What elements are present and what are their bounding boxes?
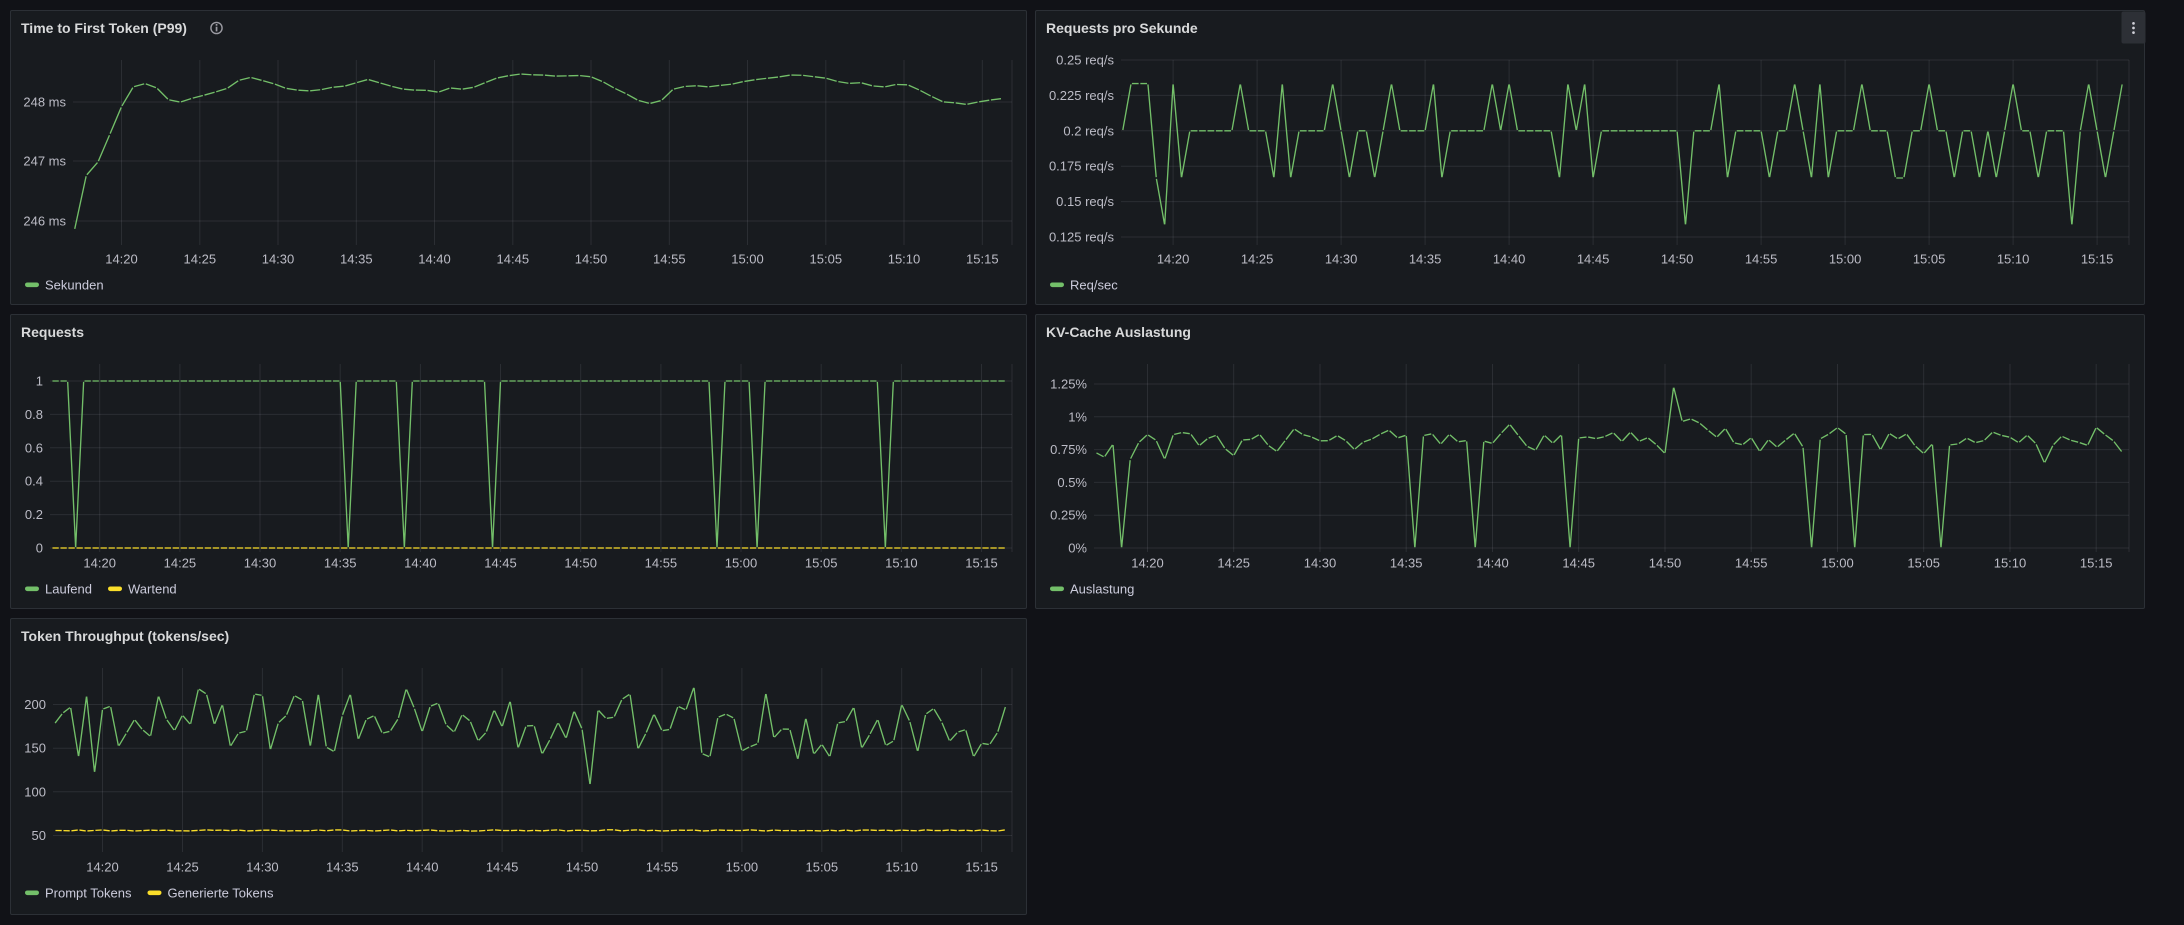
- svg-text:14:25: 14:25: [184, 252, 217, 267]
- svg-text:14:25: 14:25: [164, 556, 197, 571]
- svg-text:0.25%: 0.25%: [1050, 508, 1087, 523]
- svg-text:14:30: 14:30: [246, 860, 279, 875]
- svg-text:Token Throughput (tokens/sec): Token Throughput (tokens/sec): [21, 628, 229, 644]
- svg-text:14:30: 14:30: [244, 556, 277, 571]
- svg-text:246 ms: 246 ms: [23, 214, 66, 229]
- svg-text:247 ms: 247 ms: [23, 154, 66, 169]
- svg-text:0.175 req/s: 0.175 req/s: [1049, 159, 1115, 174]
- svg-text:14:35: 14:35: [326, 860, 359, 875]
- svg-text:0.4: 0.4: [25, 474, 43, 489]
- svg-text:15:15: 15:15: [965, 556, 998, 571]
- svg-text:14:30: 14:30: [1304, 556, 1337, 571]
- svg-text:14:20: 14:20: [105, 252, 138, 267]
- svg-text:15:00: 15:00: [731, 252, 764, 267]
- svg-text:Req/sec: Req/sec: [1070, 277, 1118, 292]
- svg-text:14:40: 14:40: [406, 860, 439, 875]
- svg-text:15:05: 15:05: [1913, 252, 1946, 267]
- svg-text:0.25 req/s: 0.25 req/s: [1056, 53, 1114, 68]
- svg-text:0.225 req/s: 0.225 req/s: [1049, 88, 1115, 103]
- svg-text:14:20: 14:20: [1157, 252, 1190, 267]
- svg-text:14:40: 14:40: [418, 252, 451, 267]
- svg-text:15:10: 15:10: [885, 556, 918, 571]
- svg-text:14:20: 14:20: [86, 860, 119, 875]
- svg-text:248 ms: 248 ms: [23, 95, 66, 110]
- svg-text:15:10: 15:10: [1994, 556, 2027, 571]
- svg-text:14:55: 14:55: [653, 252, 686, 267]
- svg-text:15:05: 15:05: [806, 860, 839, 875]
- svg-text:15:05: 15:05: [805, 556, 838, 571]
- svg-text:14:40: 14:40: [404, 556, 437, 571]
- svg-text:14:20: 14:20: [1131, 556, 1164, 571]
- svg-text:Sekunden: Sekunden: [45, 277, 104, 292]
- svg-text:15:05: 15:05: [810, 252, 843, 267]
- svg-text:50: 50: [32, 828, 46, 843]
- svg-text:Requests: Requests: [21, 324, 84, 340]
- svg-text:14:35: 14:35: [1390, 556, 1423, 571]
- svg-text:14:55: 14:55: [1745, 252, 1778, 267]
- svg-text:14:55: 14:55: [646, 860, 679, 875]
- svg-text:14:55: 14:55: [1735, 556, 1768, 571]
- svg-text:0.2 req/s: 0.2 req/s: [1063, 123, 1114, 138]
- svg-text:0%: 0%: [1068, 541, 1087, 556]
- svg-text:15:00: 15:00: [726, 860, 759, 875]
- svg-text:15:10: 15:10: [885, 860, 918, 875]
- svg-text:1%: 1%: [1068, 409, 1087, 424]
- svg-text:14:25: 14:25: [166, 860, 199, 875]
- svg-text:15:15: 15:15: [965, 860, 998, 875]
- svg-text:15:15: 15:15: [2081, 252, 2114, 267]
- svg-text:14:45: 14:45: [1577, 252, 1610, 267]
- svg-text:14:25: 14:25: [1217, 556, 1250, 571]
- svg-text:Prompt Tokens: Prompt Tokens: [45, 885, 132, 900]
- svg-text:Time to First Token (P99): Time to First Token (P99): [21, 20, 187, 36]
- svg-text:14:45: 14:45: [497, 252, 530, 267]
- svg-text:15:10: 15:10: [888, 252, 921, 267]
- svg-text:1: 1: [36, 374, 43, 389]
- svg-text:0.2: 0.2: [25, 507, 43, 522]
- svg-text:15:00: 15:00: [1829, 252, 1862, 267]
- svg-text:0.5%: 0.5%: [1057, 475, 1087, 490]
- svg-text:14:35: 14:35: [340, 252, 373, 267]
- svg-text:14:45: 14:45: [486, 860, 519, 875]
- svg-text:0.125 req/s: 0.125 req/s: [1049, 230, 1115, 245]
- svg-text:0.75%: 0.75%: [1050, 442, 1087, 457]
- svg-text:14:40: 14:40: [1476, 556, 1509, 571]
- svg-text:Auslastung: Auslastung: [1070, 581, 1134, 596]
- svg-text:14:30: 14:30: [1325, 252, 1358, 267]
- svg-text:14:20: 14:20: [83, 556, 116, 571]
- svg-text:14:45: 14:45: [484, 556, 517, 571]
- svg-text:15:15: 15:15: [966, 252, 999, 267]
- svg-text:Laufend: Laufend: [45, 581, 92, 596]
- svg-text:15:10: 15:10: [1997, 252, 2030, 267]
- svg-text:Generierte Tokens: Generierte Tokens: [167, 885, 273, 900]
- svg-text:14:50: 14:50: [575, 252, 608, 267]
- svg-text:0: 0: [36, 541, 43, 556]
- svg-text:14:50: 14:50: [1649, 556, 1682, 571]
- svg-text:Requests pro Sekunde: Requests pro Sekunde: [1046, 20, 1198, 36]
- svg-text:14:40: 14:40: [1493, 252, 1526, 267]
- svg-text:15:00: 15:00: [725, 556, 758, 571]
- svg-text:14:35: 14:35: [1409, 252, 1442, 267]
- svg-text:200: 200: [24, 697, 46, 712]
- svg-text:14:50: 14:50: [1661, 252, 1694, 267]
- svg-text:0.8: 0.8: [25, 407, 43, 422]
- svg-text:14:35: 14:35: [324, 556, 357, 571]
- svg-text:14:50: 14:50: [564, 556, 597, 571]
- svg-text:14:30: 14:30: [262, 252, 295, 267]
- svg-text:KV-Cache Auslastung: KV-Cache Auslastung: [1046, 324, 1191, 340]
- svg-text:14:50: 14:50: [566, 860, 599, 875]
- svg-text:0.15 req/s: 0.15 req/s: [1056, 194, 1114, 209]
- svg-text:150: 150: [24, 741, 46, 756]
- svg-text:14:55: 14:55: [645, 556, 678, 571]
- svg-text:100: 100: [24, 784, 46, 799]
- svg-text:0.6: 0.6: [25, 440, 43, 455]
- svg-text:1.25%: 1.25%: [1050, 377, 1087, 392]
- svg-text:15:15: 15:15: [2080, 556, 2113, 571]
- svg-text:Wartend: Wartend: [128, 581, 177, 596]
- svg-text:14:25: 14:25: [1241, 252, 1274, 267]
- svg-text:15:00: 15:00: [1821, 556, 1854, 571]
- svg-text:15:05: 15:05: [1907, 556, 1940, 571]
- svg-text:14:45: 14:45: [1562, 556, 1595, 571]
